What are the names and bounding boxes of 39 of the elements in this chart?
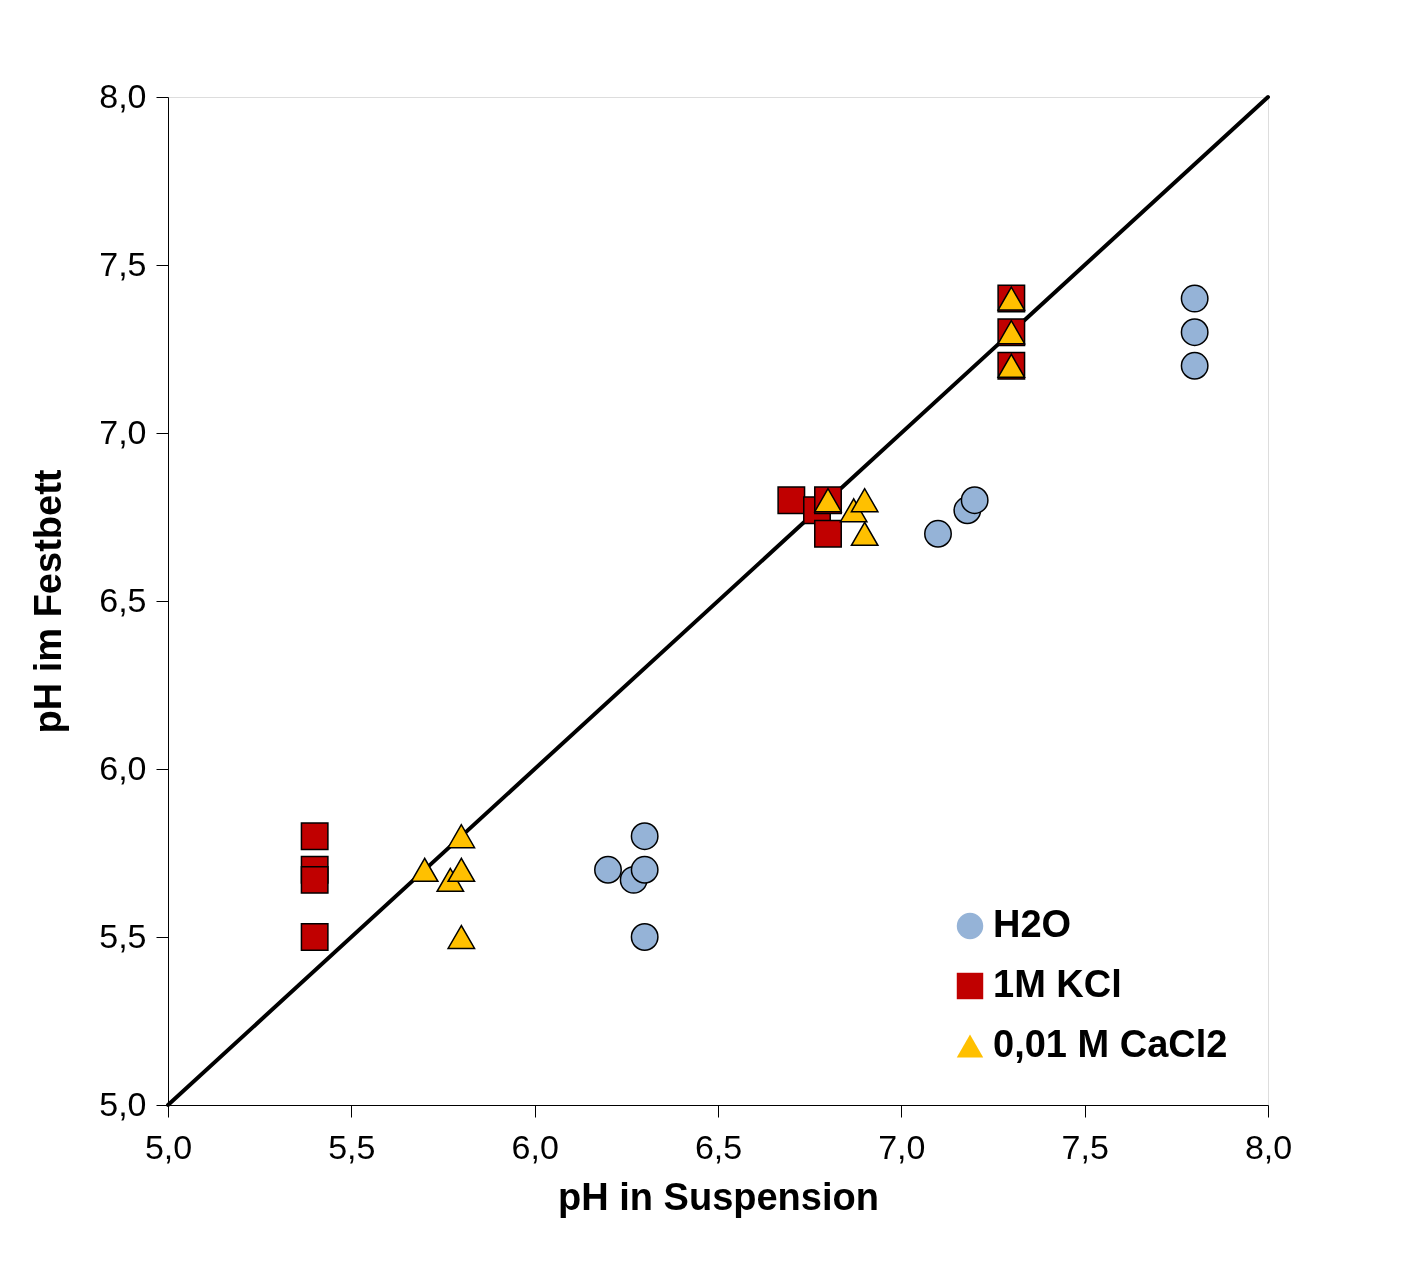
- point: [410, 857, 439, 883]
- y-tick-label: 8,0: [99, 76, 147, 115]
- point: [1180, 284, 1209, 313]
- point: [1180, 318, 1209, 347]
- legend-label: 1M KCl: [993, 963, 1122, 1005]
- point: [594, 855, 622, 884]
- point: [630, 923, 659, 951]
- x-axis-title: pH in Suspension: [558, 1175, 879, 1218]
- x-tick-label: 5,0: [144, 1127, 193, 1166]
- point: [300, 923, 329, 951]
- y-tick-label: 6,5: [99, 580, 147, 619]
- point: [447, 823, 476, 849]
- point: [300, 822, 329, 851]
- point: [814, 519, 842, 548]
- point: [630, 822, 659, 851]
- point: [447, 857, 476, 883]
- x-tick-label: 5,5: [328, 1127, 376, 1166]
- y-tick-label: 7,0: [99, 412, 147, 451]
- legend-label: 0,01 M CaCl2: [993, 1023, 1228, 1065]
- y-tick-label: 5,0: [99, 1084, 147, 1123]
- point: [777, 486, 806, 515]
- x-tick-label: 7,5: [1061, 1127, 1109, 1166]
- y-axis-title: pH im Festbett: [27, 469, 70, 734]
- legend-label: H2O: [993, 903, 1072, 945]
- point: [447, 924, 476, 950]
- x-tick-label: 7,0: [878, 1127, 926, 1166]
- x-tick-label: 6,0: [511, 1127, 559, 1166]
- point: [300, 865, 329, 894]
- y-tick-label: 6,0: [99, 748, 147, 787]
- x-tick-label: 8,0: [1244, 1127, 1293, 1166]
- x-tick-label: 6,5: [694, 1127, 743, 1166]
- point: [850, 521, 879, 547]
- point: [924, 519, 952, 548]
- y-tick-label: 5,5: [99, 916, 147, 955]
- y-tick-label: 7,5: [99, 244, 147, 283]
- point: [1180, 351, 1209, 380]
- point: [960, 486, 989, 515]
- point: [630, 855, 659, 884]
- point: [850, 487, 879, 513]
